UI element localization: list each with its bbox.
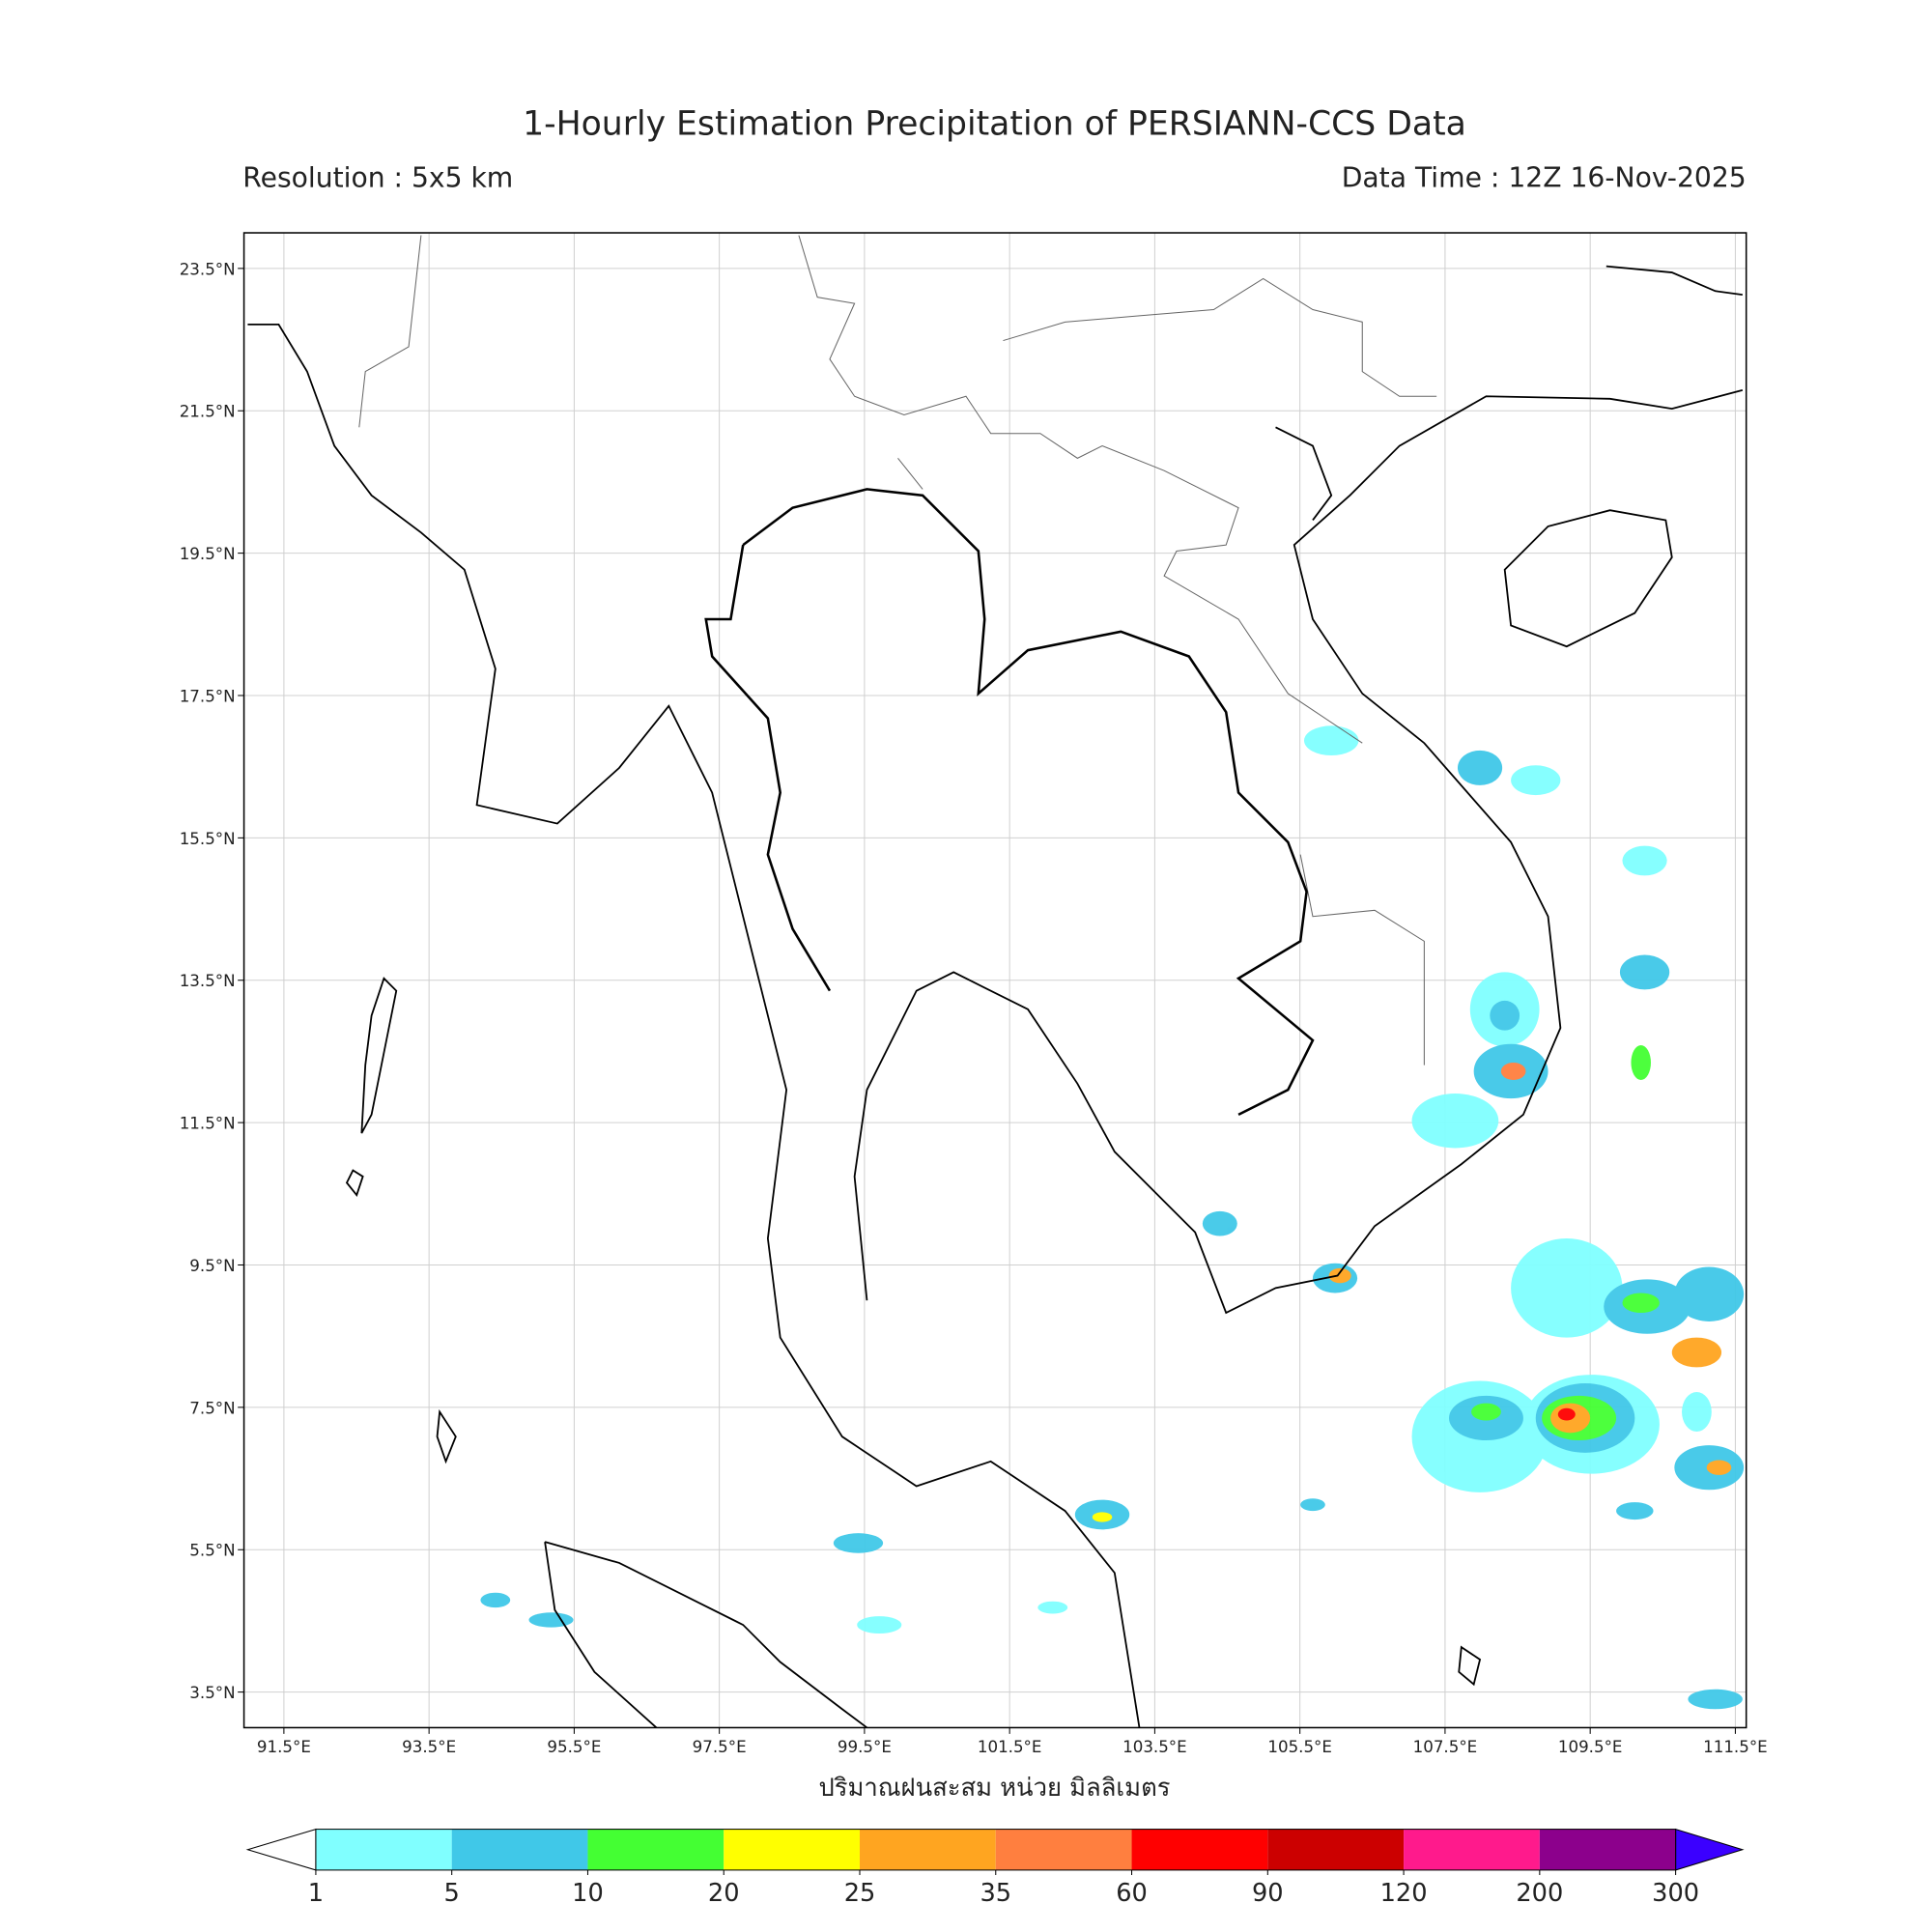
rain-area [1092, 1512, 1113, 1522]
x-tick-label: 99.5°E [838, 1738, 892, 1756]
title: 1-Hourly Estimation Precipitation of PER… [523, 105, 1466, 144]
colorbar-label: 20 [708, 1879, 740, 1908]
colorbar-label: 120 [1380, 1879, 1428, 1908]
borders [358, 235, 1437, 1116]
x-tick-label: 93.5°E [402, 1738, 456, 1756]
rain-area [1471, 1403, 1501, 1421]
rain-area [1202, 1210, 1237, 1236]
rain-area [1616, 1502, 1654, 1520]
x-tick-label: 107.5°E [1413, 1738, 1478, 1756]
y-tick-label: 5.5°N [189, 1542, 235, 1560]
y-tick-label: 23.5°N [180, 260, 236, 278]
colorbar-label: 10 [572, 1879, 604, 1908]
colorbar-label: 90 [1252, 1879, 1284, 1908]
resolution: Resolution : 5x5 km [242, 162, 513, 194]
colorbar-segment [587, 1829, 724, 1870]
rain-area [1511, 765, 1561, 796]
rain-area [1688, 1689, 1743, 1710]
colorbar-segment [1404, 1829, 1540, 1870]
coastlines [247, 265, 1744, 1729]
colorbar: 1 5 10 20 25 35 60 90 120 200 300 [245, 1828, 1745, 1908]
country-border [358, 235, 1437, 1065]
colorbar-label: 60 [1116, 1879, 1148, 1908]
rain-area [1411, 1094, 1499, 1149]
colorbar-segment [1131, 1829, 1268, 1870]
rain-area [1037, 1601, 1068, 1614]
thailand-border [704, 488, 1315, 1116]
x-tick-label: 97.5°E [693, 1738, 747, 1756]
colorbar-segment [724, 1829, 860, 1870]
x-tick-label: 103.5°E [1122, 1738, 1187, 1756]
colorbar-segment [1539, 1829, 1676, 1870]
colorbar-label: 25 [844, 1879, 876, 1908]
precipitation [480, 725, 1745, 1710]
rain-area [1706, 1460, 1732, 1475]
colorbar-segment [451, 1829, 588, 1870]
coastline [1605, 265, 1743, 297]
rain-area [1631, 1045, 1651, 1080]
rain-area [1328, 1267, 1351, 1284]
colorbar-segment [315, 1829, 452, 1870]
colorbar-label: 1 [308, 1879, 324, 1908]
coastline [853, 388, 1744, 1315]
x-tick-label: 101.5°E [978, 1738, 1042, 1756]
island [345, 977, 1482, 1687]
rain-area [480, 1592, 511, 1608]
colorbar-segment [995, 1829, 1132, 1870]
map-frame [242, 232, 1747, 1729]
rain-area [1457, 750, 1503, 785]
rain-area [1622, 845, 1667, 876]
island [1503, 509, 1673, 648]
y-tick-label: 9.5°N [189, 1257, 235, 1275]
x-tick-label: 105.5°E [1267, 1738, 1332, 1756]
y-tick-label: 3.5°N [189, 1684, 235, 1702]
colorbar-segment [1267, 1829, 1405, 1870]
y-tick-label: 11.5°N [180, 1115, 236, 1133]
x-tick-label: 91.5°E [257, 1738, 311, 1756]
rain-area [1490, 1000, 1520, 1031]
x-tick-label: 109.5°E [1558, 1738, 1623, 1756]
y-tick-label: 7.5°N [189, 1399, 235, 1417]
axis-label: ปริมาณฝนสะสม หน่วย มิลลิเมตร [818, 1774, 1170, 1803]
rain-area [1622, 1293, 1660, 1313]
data-time: Data Time : 12Z 16-Nov-2025 [1342, 162, 1747, 194]
rain-area [1671, 1337, 1722, 1368]
rain-area [857, 1616, 902, 1634]
rain-area [528, 1612, 574, 1628]
y-tick-label: 19.5°N [180, 545, 236, 563]
rain-area [1500, 1063, 1526, 1080]
rain-area [1674, 1266, 1745, 1321]
rain-area [1682, 1392, 1712, 1433]
colorbar-label: 35 [980, 1879, 1011, 1908]
rain-area [1557, 1407, 1576, 1421]
y-tick-label: 17.5°N [180, 687, 236, 705]
y-tick-label: 13.5°N [180, 972, 236, 990]
coastline [1275, 426, 1333, 522]
colorbar-label: 5 [444, 1879, 460, 1908]
x-tick-label: 111.5°E [1703, 1738, 1768, 1756]
colorbar-label: 300 [1652, 1879, 1699, 1908]
rain-area [1511, 1238, 1623, 1338]
x-tick-label: 95.5°E [547, 1738, 601, 1756]
rain-area [1300, 1498, 1325, 1512]
coastline [247, 324, 1141, 1728]
colorbar-label: 200 [1516, 1879, 1563, 1908]
colorbar-segment [860, 1829, 996, 1870]
y-tick-label: 21.5°N [180, 403, 236, 421]
rain-area [833, 1533, 884, 1553]
coastline [544, 1541, 867, 1729]
rain-area [1619, 954, 1670, 990]
rain-area [1304, 725, 1359, 756]
y-tick-label: 15.5°N [180, 830, 236, 848]
